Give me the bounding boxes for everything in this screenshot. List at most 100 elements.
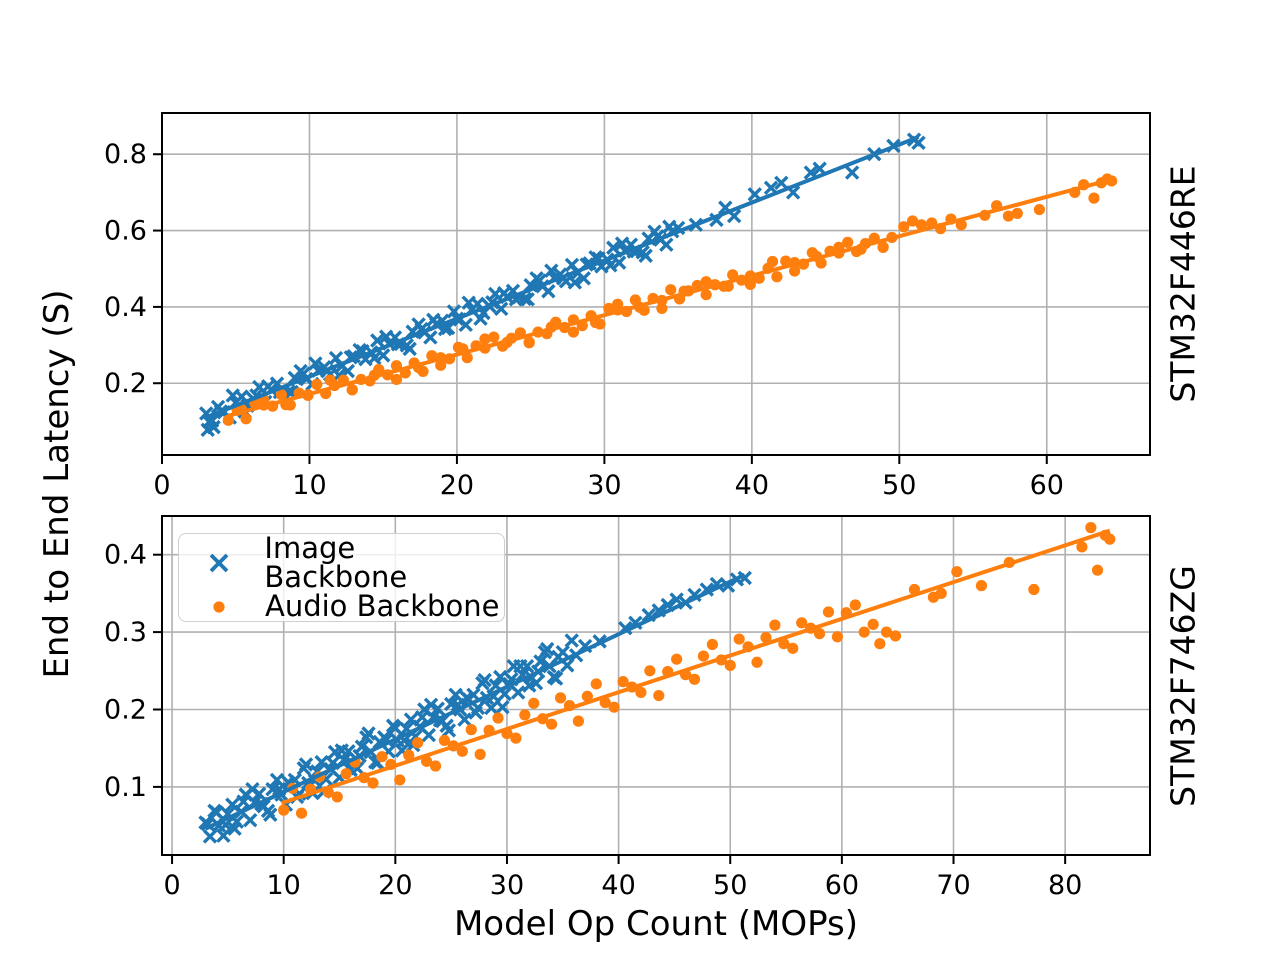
scatter-point (567, 275, 583, 290)
scatter-point (737, 570, 752, 586)
scatter-point (608, 701, 620, 713)
scatter-point (774, 175, 789, 191)
scatter-point (951, 566, 963, 578)
scatter-point (461, 295, 476, 310)
series-audio-backbone (222, 173, 1118, 426)
scatter-point (429, 760, 442, 772)
scatter-point (724, 659, 736, 671)
scatter-point (295, 807, 308, 819)
scatter-point (346, 384, 358, 396)
scatter-point (554, 692, 567, 704)
y-tick-label: 0.2 (104, 694, 147, 725)
scatter-point (388, 720, 403, 736)
subplot-STM32F746ZG: 0 10 20 30 40 50 60 70 80 0.1 0.2 0.3 0.4 (104, 515, 1151, 901)
scatter-point (744, 278, 756, 290)
scatter-point (216, 828, 231, 843)
scatter-point (456, 745, 468, 757)
scatter-point (378, 329, 394, 344)
axes-spines (161, 515, 1151, 856)
scatter-point (421, 727, 437, 743)
x-tick-label: 50 (882, 470, 916, 501)
x-tick-label: 10 (267, 870, 301, 901)
scatter-point (403, 749, 415, 761)
scatter-point (414, 710, 430, 725)
scatter-point (423, 697, 439, 713)
scatter-point (402, 341, 417, 357)
x-tick-label: 40 (735, 470, 769, 501)
scatter-point (844, 165, 860, 180)
scatter-point (430, 701, 445, 716)
scatter-point (935, 587, 947, 599)
scatter-point (665, 284, 677, 296)
tick-marks (153, 153, 1048, 464)
scatter-point (576, 271, 591, 286)
scatter-point (1002, 210, 1015, 222)
scatter-point (906, 215, 919, 227)
legend: Image Backbone Audio Backbone (178, 533, 505, 622)
scatter-point (706, 638, 718, 651)
scatter-point (222, 414, 234, 426)
scatter-point (458, 317, 473, 333)
scatter-point (700, 276, 712, 288)
scatter-point (523, 337, 535, 349)
scatter-point (209, 805, 224, 820)
scatter-point (612, 298, 624, 310)
scatter-point (789, 265, 801, 277)
scatter-point (700, 289, 712, 301)
scatter-point (513, 658, 528, 674)
scatter-point (519, 709, 531, 721)
y-tick-label: 0.3 (104, 617, 147, 648)
axes-spines (161, 112, 1151, 456)
scatter-point (635, 686, 647, 699)
scatter-point (662, 219, 677, 234)
legend-label: Audio Backbone (265, 589, 500, 623)
scatter-point (245, 782, 260, 797)
scatter-point (606, 240, 621, 255)
scatter-point (236, 794, 251, 809)
scatter-point (614, 236, 630, 251)
x-tick-label: 30 (490, 870, 524, 901)
scatter-point (308, 356, 323, 371)
scatter-point (760, 631, 772, 644)
scatter-point (877, 241, 889, 253)
scatter-point (340, 768, 352, 780)
x-tick-label: 40 (601, 870, 635, 901)
scatter-point (766, 255, 779, 268)
y-tick-label: 0.4 (104, 292, 147, 323)
x-tick-label: 80 (1048, 870, 1082, 901)
scatter-point (528, 697, 540, 709)
y-tick-label: 0.2 (104, 368, 147, 399)
scatter-point (831, 631, 844, 643)
fit-line (205, 135, 920, 420)
scatter-point (438, 734, 451, 747)
legend-item-audio-backbone: Audio Backbone (197, 592, 504, 621)
scatter-point (849, 599, 861, 611)
scatter-point (495, 699, 510, 715)
scatter-point (1011, 207, 1023, 219)
scatter-point (200, 816, 215, 832)
scatter-point (370, 333, 385, 348)
y-tick-label: 0.6 (104, 216, 147, 247)
scatter-point (275, 389, 288, 401)
scatter-point (324, 374, 336, 386)
x-tick-label: 0 (153, 470, 170, 501)
scatter-point (671, 653, 683, 665)
subplot-STM32F446RE: 0 10 20 30 40 50 60 0.2 0.4 0.6 0.8 (104, 112, 1151, 501)
x-tick-label: 0 (163, 870, 180, 901)
x-tick-label: 20 (378, 870, 412, 901)
scatter-point (813, 628, 826, 640)
scatter-point (544, 263, 559, 278)
legend-item-image-backbone: Image Backbone (197, 534, 504, 592)
scatter-point (420, 755, 433, 767)
scatter-point (1091, 564, 1104, 576)
scatter-point (201, 414, 217, 429)
x-tick-label: 60 (825, 870, 859, 901)
x-tick-label: 60 (1030, 470, 1064, 501)
scatter-point (590, 678, 602, 690)
scatter-point (468, 705, 483, 720)
x-tick-label: 70 (936, 870, 970, 901)
scatter-point (520, 292, 535, 307)
scatter-point (697, 650, 710, 662)
board-label-bottom: STM32F746ZG (1163, 565, 1203, 807)
scatter-point (477, 672, 492, 688)
